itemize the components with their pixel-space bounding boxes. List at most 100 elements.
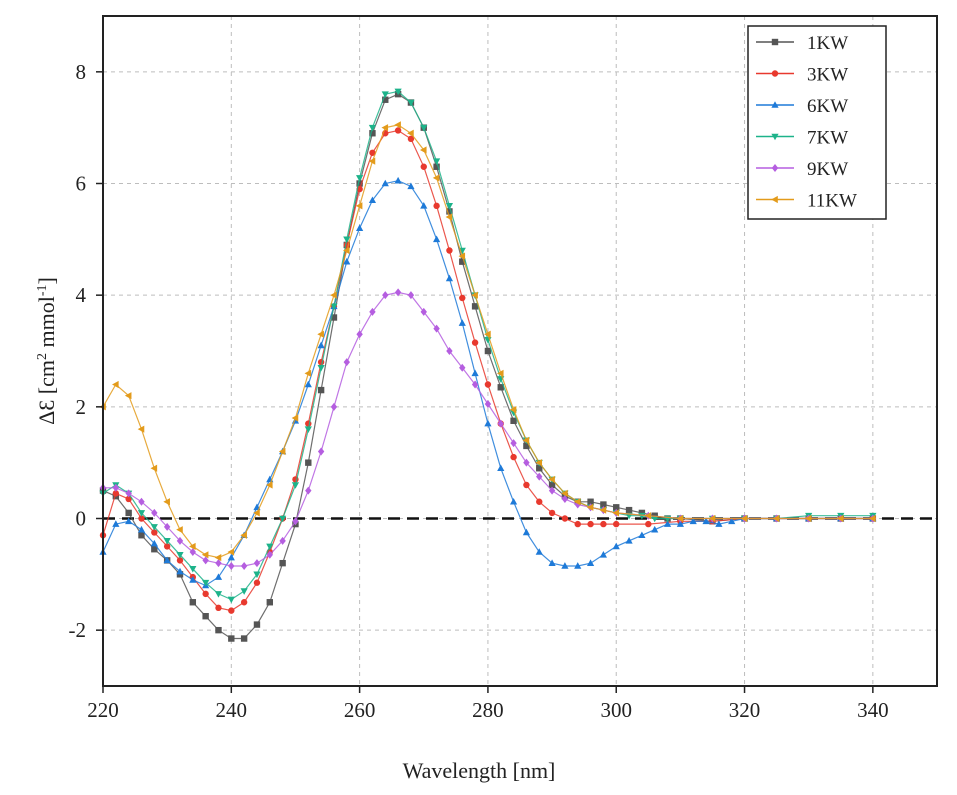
data-point-1KW: [613, 504, 620, 511]
data-point-7KW: [394, 88, 402, 96]
legend-label: 1KW: [807, 33, 848, 54]
y-axis-title-superscript-1: 2: [35, 353, 50, 360]
data-point-7KW: [150, 524, 158, 531]
data-point-1KW: [369, 130, 376, 137]
legend-label: 7KW: [807, 128, 848, 149]
data-point-6KW: [484, 419, 492, 427]
data-point-3KW: [645, 520, 652, 528]
data-point-1KW: [151, 546, 158, 553]
data-point-11KW: [432, 174, 440, 182]
data-point-3KW: [574, 520, 581, 528]
data-point-3KW: [523, 481, 530, 489]
data-point-11KW: [804, 514, 812, 523]
data-point-11KW: [836, 514, 844, 523]
y-axis-title: ΔƐ [cm2 mmol-1]: [34, 277, 59, 425]
data-point-11KW: [772, 514, 780, 523]
data-point-11KW: [317, 330, 324, 338]
data-point-11KW: [407, 129, 414, 137]
data-point-6KW: [304, 380, 312, 388]
data-point-6KW: [561, 562, 569, 569]
data-point-3KW: [536, 498, 543, 505]
legend-marker-9KW: [771, 164, 779, 172]
series-11KW: [99, 121, 876, 562]
data-point-6KW: [189, 576, 197, 583]
data-point-9KW: [382, 291, 389, 300]
data-point-1KW: [330, 314, 338, 321]
data-point-6KW: [433, 235, 441, 243]
data-point-9KW: [202, 556, 209, 565]
data-point-6KW: [125, 517, 133, 525]
data-point-3KW: [202, 590, 209, 598]
data-point-6KW: [214, 573, 223, 580]
data-point-7KW: [381, 91, 389, 98]
data-point-11KW: [644, 512, 652, 520]
data-point-9KW: [330, 402, 338, 411]
data-point-6KW: [651, 525, 659, 533]
data-point-1KW: [240, 635, 248, 642]
data-point-6KW: [112, 520, 120, 527]
data-point-9KW: [484, 400, 492, 409]
data-point-11KW: [869, 514, 876, 523]
data-point-11KW: [124, 392, 132, 400]
data-point-1KW: [215, 626, 222, 634]
legend-item-6KW: 6KW: [756, 96, 848, 117]
y-tick-label: 2: [76, 395, 87, 419]
data-point-3KW: [600, 520, 607, 528]
data-point-9KW: [279, 536, 286, 545]
data-point-11KW: [342, 246, 350, 255]
data-point-9KW: [240, 561, 248, 570]
data-point-11KW: [496, 369, 504, 377]
data-point-9KW: [151, 508, 158, 517]
data-point-9KW: [574, 500, 581, 509]
data-point-7KW: [356, 175, 364, 182]
data-point-3KW: [125, 495, 132, 503]
legend-label: 11KW: [807, 191, 857, 212]
legend-item-9KW: 9KW: [756, 159, 848, 180]
data-point-11KW: [740, 514, 748, 523]
data-point-1KW: [536, 465, 543, 472]
y-axis-ticks: -2 0 2 4 6 8: [69, 60, 103, 642]
data-point-7KW: [176, 551, 184, 559]
data-point-1KW: [266, 599, 273, 606]
data-point-6KW: [599, 550, 607, 558]
data-point-11KW: [548, 475, 555, 484]
data-point-3KW: [510, 453, 517, 461]
legend-item-1KW: 1KW: [756, 33, 848, 54]
x-tick-label: 220: [87, 698, 119, 722]
data-point-7KW: [266, 543, 274, 551]
data-point-3KW: [253, 579, 261, 586]
data-point-6KW: [343, 257, 351, 265]
data-point-6KW: [535, 548, 543, 555]
data-point-1KW: [548, 481, 556, 489]
data-point-9KW: [228, 561, 235, 570]
y-axis-title-main: ΔƐ [cm: [34, 360, 59, 425]
legend-item-7KW: 7KW: [756, 128, 848, 149]
data-point-9KW: [510, 439, 517, 448]
data-point-6KW: [150, 539, 158, 547]
data-point-6KW: [715, 520, 723, 527]
data-point-9KW: [176, 536, 184, 545]
data-point-6KW: [394, 176, 402, 184]
data-point-9KW: [523, 458, 530, 467]
y-tick-label: -2: [69, 618, 87, 642]
legend-label: 6KW: [807, 96, 848, 117]
data-point-3KW: [176, 557, 184, 564]
data-point-11KW: [708, 514, 716, 523]
data-point-11KW: [612, 509, 620, 517]
data-point-6KW: [676, 520, 684, 527]
data-point-7KW: [163, 538, 171, 545]
data-point-3KW: [215, 604, 222, 612]
data-point-7KW: [291, 482, 300, 489]
data-point-1KW: [202, 613, 209, 620]
data-point-3KW: [228, 607, 235, 614]
data-point-6KW: [445, 274, 454, 282]
data-point-11KW: [535, 459, 543, 467]
y-tick-label: 8: [76, 60, 87, 84]
data-point-6KW: [728, 517, 736, 525]
data-point-3KW: [561, 515, 569, 522]
data-point-11KW: [137, 425, 145, 433]
data-point-11KW: [522, 436, 530, 444]
data-point-9KW: [471, 380, 479, 389]
data-point-11KW: [484, 330, 491, 338]
legend-label: 3KW: [807, 65, 848, 86]
